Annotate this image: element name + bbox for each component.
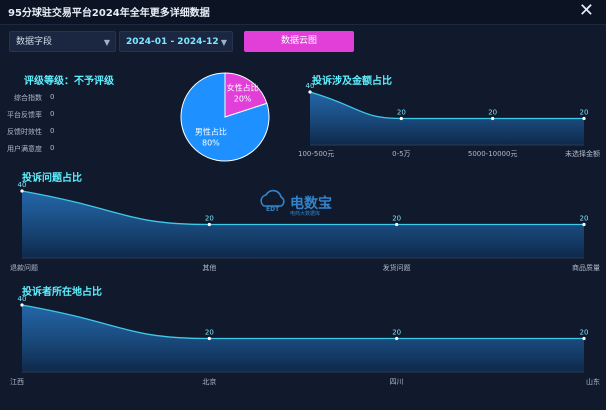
x-tick-label: 未选择金额 — [565, 149, 600, 158]
pie-label-male-value: 80% — [202, 138, 220, 147]
data-point[interactable] — [399, 116, 403, 121]
data-point[interactable] — [20, 189, 24, 193]
data-point[interactable] — [395, 336, 399, 341]
location-chart-title: 投诉者所在地占比 — [22, 287, 102, 298]
rating-label: 用户满意度 — [7, 145, 42, 153]
data-point[interactable] — [395, 222, 399, 227]
edt-logo-icon: EDT — [260, 189, 285, 213]
data-label: 20 — [488, 109, 497, 117]
watermark-logo-text: EDT — [266, 206, 280, 213]
x-tick-label: 0-5万 — [392, 150, 410, 158]
data-label: 20 — [392, 329, 401, 337]
rating-value: 0 — [50, 110, 55, 118]
chevron-down-icon: ▼ — [220, 38, 227, 47]
series-line — [21, 190, 584, 226]
watermark-brand: 电数宝 — [290, 196, 332, 212]
data-label: 40 — [18, 295, 27, 303]
rating-value: 0 — [50, 144, 55, 152]
x-tick-label: 发货问题 — [383, 263, 411, 272]
series-line — [21, 304, 584, 340]
data-label: 20 — [580, 215, 589, 223]
x-tick-label: 山东 — [586, 377, 600, 386]
x-tick-label: 其他 — [202, 263, 216, 272]
x-tick-label: 四川 — [390, 378, 404, 386]
field-select-value: 数据字段 — [16, 37, 53, 47]
close-icon[interactable]: ✕ — [578, 0, 594, 21]
x-tick-label: 北京 — [202, 377, 216, 386]
data-point[interactable] — [207, 336, 211, 341]
data-label: 40 — [18, 181, 27, 189]
x-tick-label: 退款问题 — [10, 263, 38, 272]
rating-value: 0 — [50, 127, 55, 135]
data-label: 20 — [397, 109, 406, 117]
x-tick-label: 江西 — [10, 378, 24, 386]
data-cloud-button[interactable]: 数据云图 — [244, 31, 354, 52]
data-point[interactable] — [582, 116, 586, 121]
data-point[interactable] — [582, 222, 586, 227]
data-label: 20 — [580, 109, 589, 117]
rating-title: 评级等级：不予评级 — [24, 76, 114, 87]
rating-label: 反馈时效性 — [7, 128, 42, 136]
x-tick-label: 100-500元 — [298, 150, 334, 158]
field-select[interactable]: 数据字段 ▼ — [9, 31, 116, 52]
x-tick-label: 商品质量 — [572, 263, 600, 272]
data-label: 40 — [306, 82, 315, 90]
data-point[interactable] — [308, 90, 312, 94]
watermark-tagline: 电商大数据库 — [290, 211, 321, 217]
data-point[interactable] — [207, 222, 211, 227]
data-label: 20 — [205, 215, 214, 223]
data-point[interactable] — [20, 303, 24, 307]
data-label: 20 — [205, 329, 214, 337]
pie-slice-male[interactable] — [180, 72, 270, 162]
data-label: 20 — [580, 329, 589, 337]
rating-value: 0 — [50, 93, 55, 101]
pie-label-female-name: 女性占比 — [227, 83, 259, 93]
date-range-value: 2024-01 - 2024-12 — [126, 37, 219, 47]
data-point[interactable] — [582, 336, 586, 341]
pie-slice-female[interactable] — [224, 72, 268, 118]
gender-pie-chart: 女性占比 20% 男性占比 80% — [180, 72, 270, 162]
rating-label: 综合指数 — [14, 94, 42, 102]
title-bar: 95分球驻交易平台2024年全年更多详细数据 ✕ — [0, 0, 606, 25]
amount-chart-title: 投诉涉及金额占比 — [312, 76, 392, 87]
rating-label: 平台反馈率 — [7, 111, 42, 119]
data-point[interactable] — [491, 116, 495, 121]
problem-chart-title: 投诉问题占比 — [22, 173, 82, 184]
pie-label-female-value: 20% — [234, 95, 252, 104]
window-title: 95分球驻交易平台2024年全年更多详细数据 — [8, 8, 210, 19]
data-label: 20 — [392, 215, 401, 223]
chevron-down-icon: ▼ — [103, 38, 110, 47]
pie-label-male-name: 男性占比 — [195, 126, 227, 136]
x-tick-label: 5000-10000元 — [468, 150, 518, 158]
date-range-picker[interactable]: 2024-01 - 2024-12 ▼ — [119, 31, 233, 52]
